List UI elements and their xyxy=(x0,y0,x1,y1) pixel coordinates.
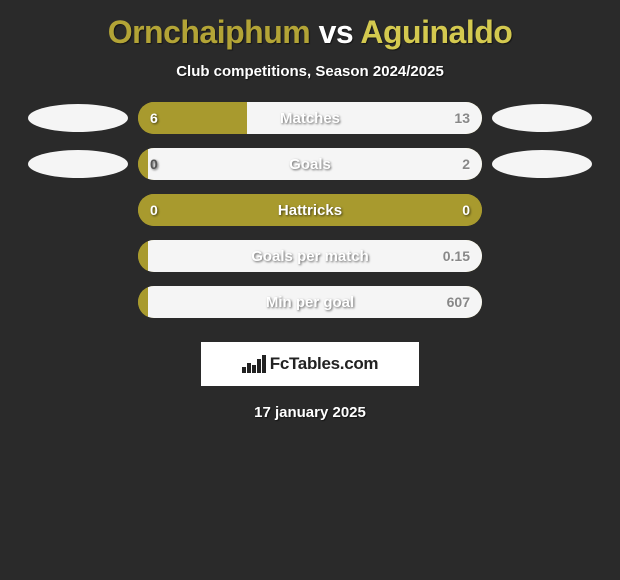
oval-spacer xyxy=(28,196,128,224)
chart-icon xyxy=(242,355,266,373)
bar-right-fill xyxy=(148,240,482,272)
vs-text: vs xyxy=(319,14,354,50)
bar-right-fill xyxy=(247,102,482,134)
stat-bar: Min per goal607 xyxy=(138,286,482,318)
player2-oval xyxy=(492,150,592,178)
bar-right-fill xyxy=(310,194,482,226)
bar-left-fill xyxy=(138,102,247,134)
oval-spacer xyxy=(28,242,128,270)
player1-oval xyxy=(28,104,128,132)
stat-row: 0Hattricks0 xyxy=(0,194,620,226)
player2-name: Aguinaldo xyxy=(360,14,512,50)
footer-date: 17 january 2025 xyxy=(0,386,620,421)
stat-bar: Goals per match0.15 xyxy=(138,240,482,272)
bar-right-fill xyxy=(148,148,482,180)
subtitle-text: Club competitions, Season 2024/2025 xyxy=(0,57,620,102)
bar-left-fill xyxy=(138,240,148,272)
bar-left-fill xyxy=(138,194,310,226)
stat-rows-container: 6Matches13 0Goals2 0Hattricks0 Goals per ma… xyxy=(0,102,620,318)
comparison-title: Ornchaiphum vs Aguinaldo xyxy=(0,0,620,57)
logo-text: FcTables.com xyxy=(270,354,379,374)
stat-bar: 0Hattricks0 xyxy=(138,194,482,226)
oval-spacer xyxy=(492,242,592,270)
footer-logo: FcTables.com xyxy=(201,342,419,386)
stat-row: Goals per match0.15 xyxy=(0,240,620,272)
oval-spacer xyxy=(492,196,592,224)
bar-right-fill xyxy=(148,286,482,318)
stat-row: 6Matches13 xyxy=(0,102,620,134)
player1-name: Ornchaiphum xyxy=(108,14,311,50)
stat-bar: 6Matches13 xyxy=(138,102,482,134)
bar-left-fill xyxy=(138,148,148,180)
stat-row: 0Goals2 xyxy=(0,148,620,180)
stat-row: Min per goal607 xyxy=(0,286,620,318)
player2-oval xyxy=(492,104,592,132)
oval-spacer xyxy=(28,288,128,316)
player1-oval xyxy=(28,150,128,178)
oval-spacer xyxy=(492,288,592,316)
bar-left-fill xyxy=(138,286,148,318)
stat-bar: 0Goals2 xyxy=(138,148,482,180)
